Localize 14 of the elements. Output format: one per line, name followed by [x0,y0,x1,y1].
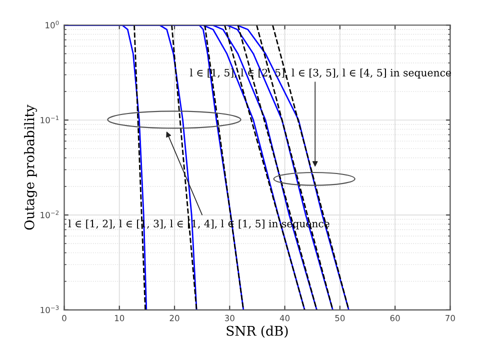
y-tick-label: 10$^{0}$ [46,20,59,28]
y-tick-label: 10$^{−1}$ [40,116,59,124]
x-tick-label: 50 [335,314,345,322]
y-axis-title: Outage probability [24,104,38,230]
x-tick-label: 40 [280,314,290,322]
x-tick-label: 20 [170,314,180,322]
x-tick-label: 60 [390,314,400,322]
x-tick-label: 10 [114,314,124,322]
y-tick-label: 10$^{−3}$ [40,305,59,314]
y-tick-label: 10$^{−2}$ [40,210,58,218]
x-tick-label: 0 [62,314,66,322]
x-tick-label: 30 [224,314,234,322]
x-tick-label: 70 [446,314,455,322]
x-axis-title: SNR (dB) [226,326,288,338]
